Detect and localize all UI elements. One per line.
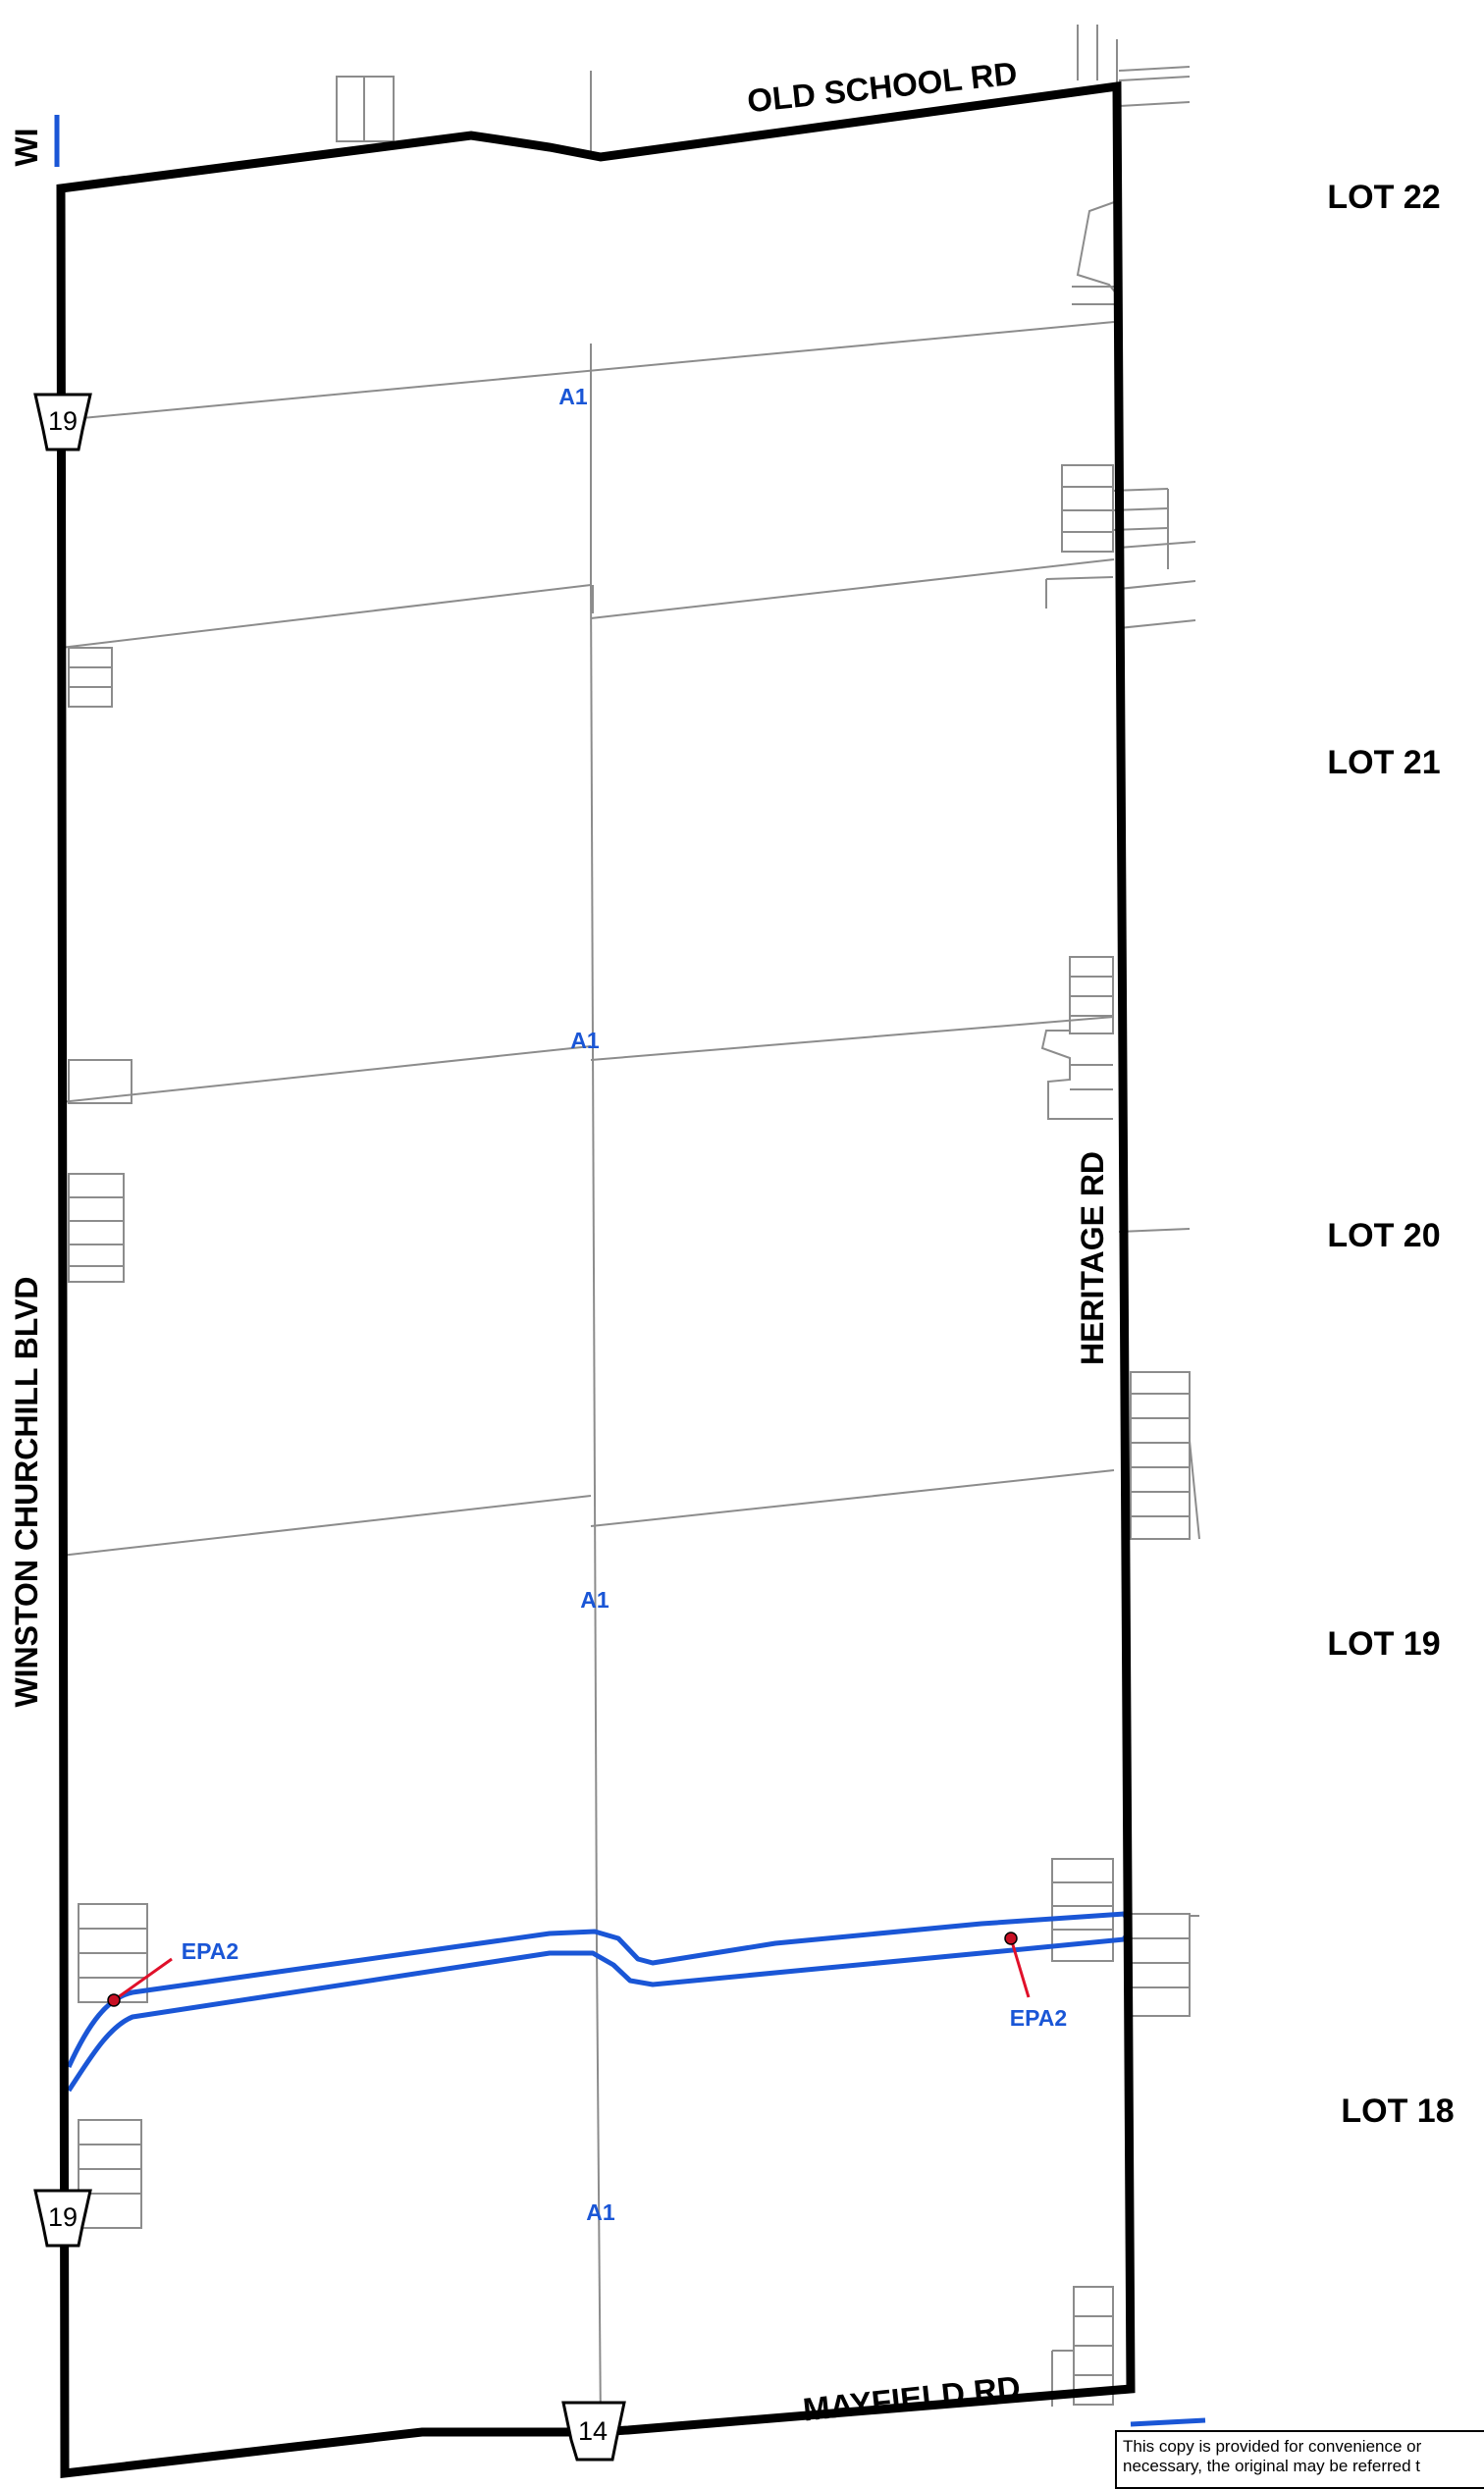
epa2-east-marker	[1004, 1932, 1018, 1945]
lot-label: LOT 18	[1341, 2092, 1454, 2130]
highway-19-upper-number: 19	[48, 406, 78, 436]
highway-14-shield: 14	[561, 2401, 626, 2462]
epa2-west-marker	[107, 1993, 121, 2007]
highway-14-number: 14	[578, 2416, 608, 2446]
zone-label-a1-1: A1	[558, 384, 588, 409]
highway-19-lower-number: 19	[48, 2202, 78, 2232]
lot-label: LOT 21	[1327, 744, 1440, 781]
road-label-winston-churchill-partial: WI	[9, 128, 44, 166]
road-label-mayfield-rd: MAYFIELD RD	[801, 2369, 1022, 2428]
highway-19-upper-shield: 19	[33, 393, 92, 451]
road-label-winston-churchill-blvd: WINSTON CHURCHILL BLVD	[9, 1276, 44, 1707]
zone-label-epa2-west: EPA2	[182, 1938, 238, 1964]
lot-label: LOT 22	[1327, 179, 1440, 216]
zone-label-a1-4: A1	[586, 2199, 615, 2225]
epa2-callouts	[107, 1932, 1031, 2007]
lot-label: LOT 20	[1327, 1217, 1440, 1254]
epa2-zone-boundary	[54, 115, 1206, 2427]
zone-label-a1-3: A1	[580, 1587, 610, 1613]
parcel-lines	[60, 25, 1200, 2431]
study-area-boundary	[56, 80, 1136, 2479]
road-label-heritage-rd: HERITAGE RD	[1075, 1151, 1110, 1365]
disclaimer-box: This copy is provided for convenience or…	[1115, 2430, 1484, 2489]
disclaimer-line-1: This copy is provided for convenience or	[1123, 2437, 1422, 2456]
zone-label-a1-2: A1	[570, 1028, 600, 1053]
zone-label-epa2-east: EPA2	[1010, 2005, 1067, 2031]
disclaimer-line-2: necessary, the original may be referred …	[1123, 2457, 1420, 2475]
highway-19-lower-shield: 19	[33, 2189, 92, 2248]
lot-label: LOT 19	[1327, 1625, 1440, 1663]
